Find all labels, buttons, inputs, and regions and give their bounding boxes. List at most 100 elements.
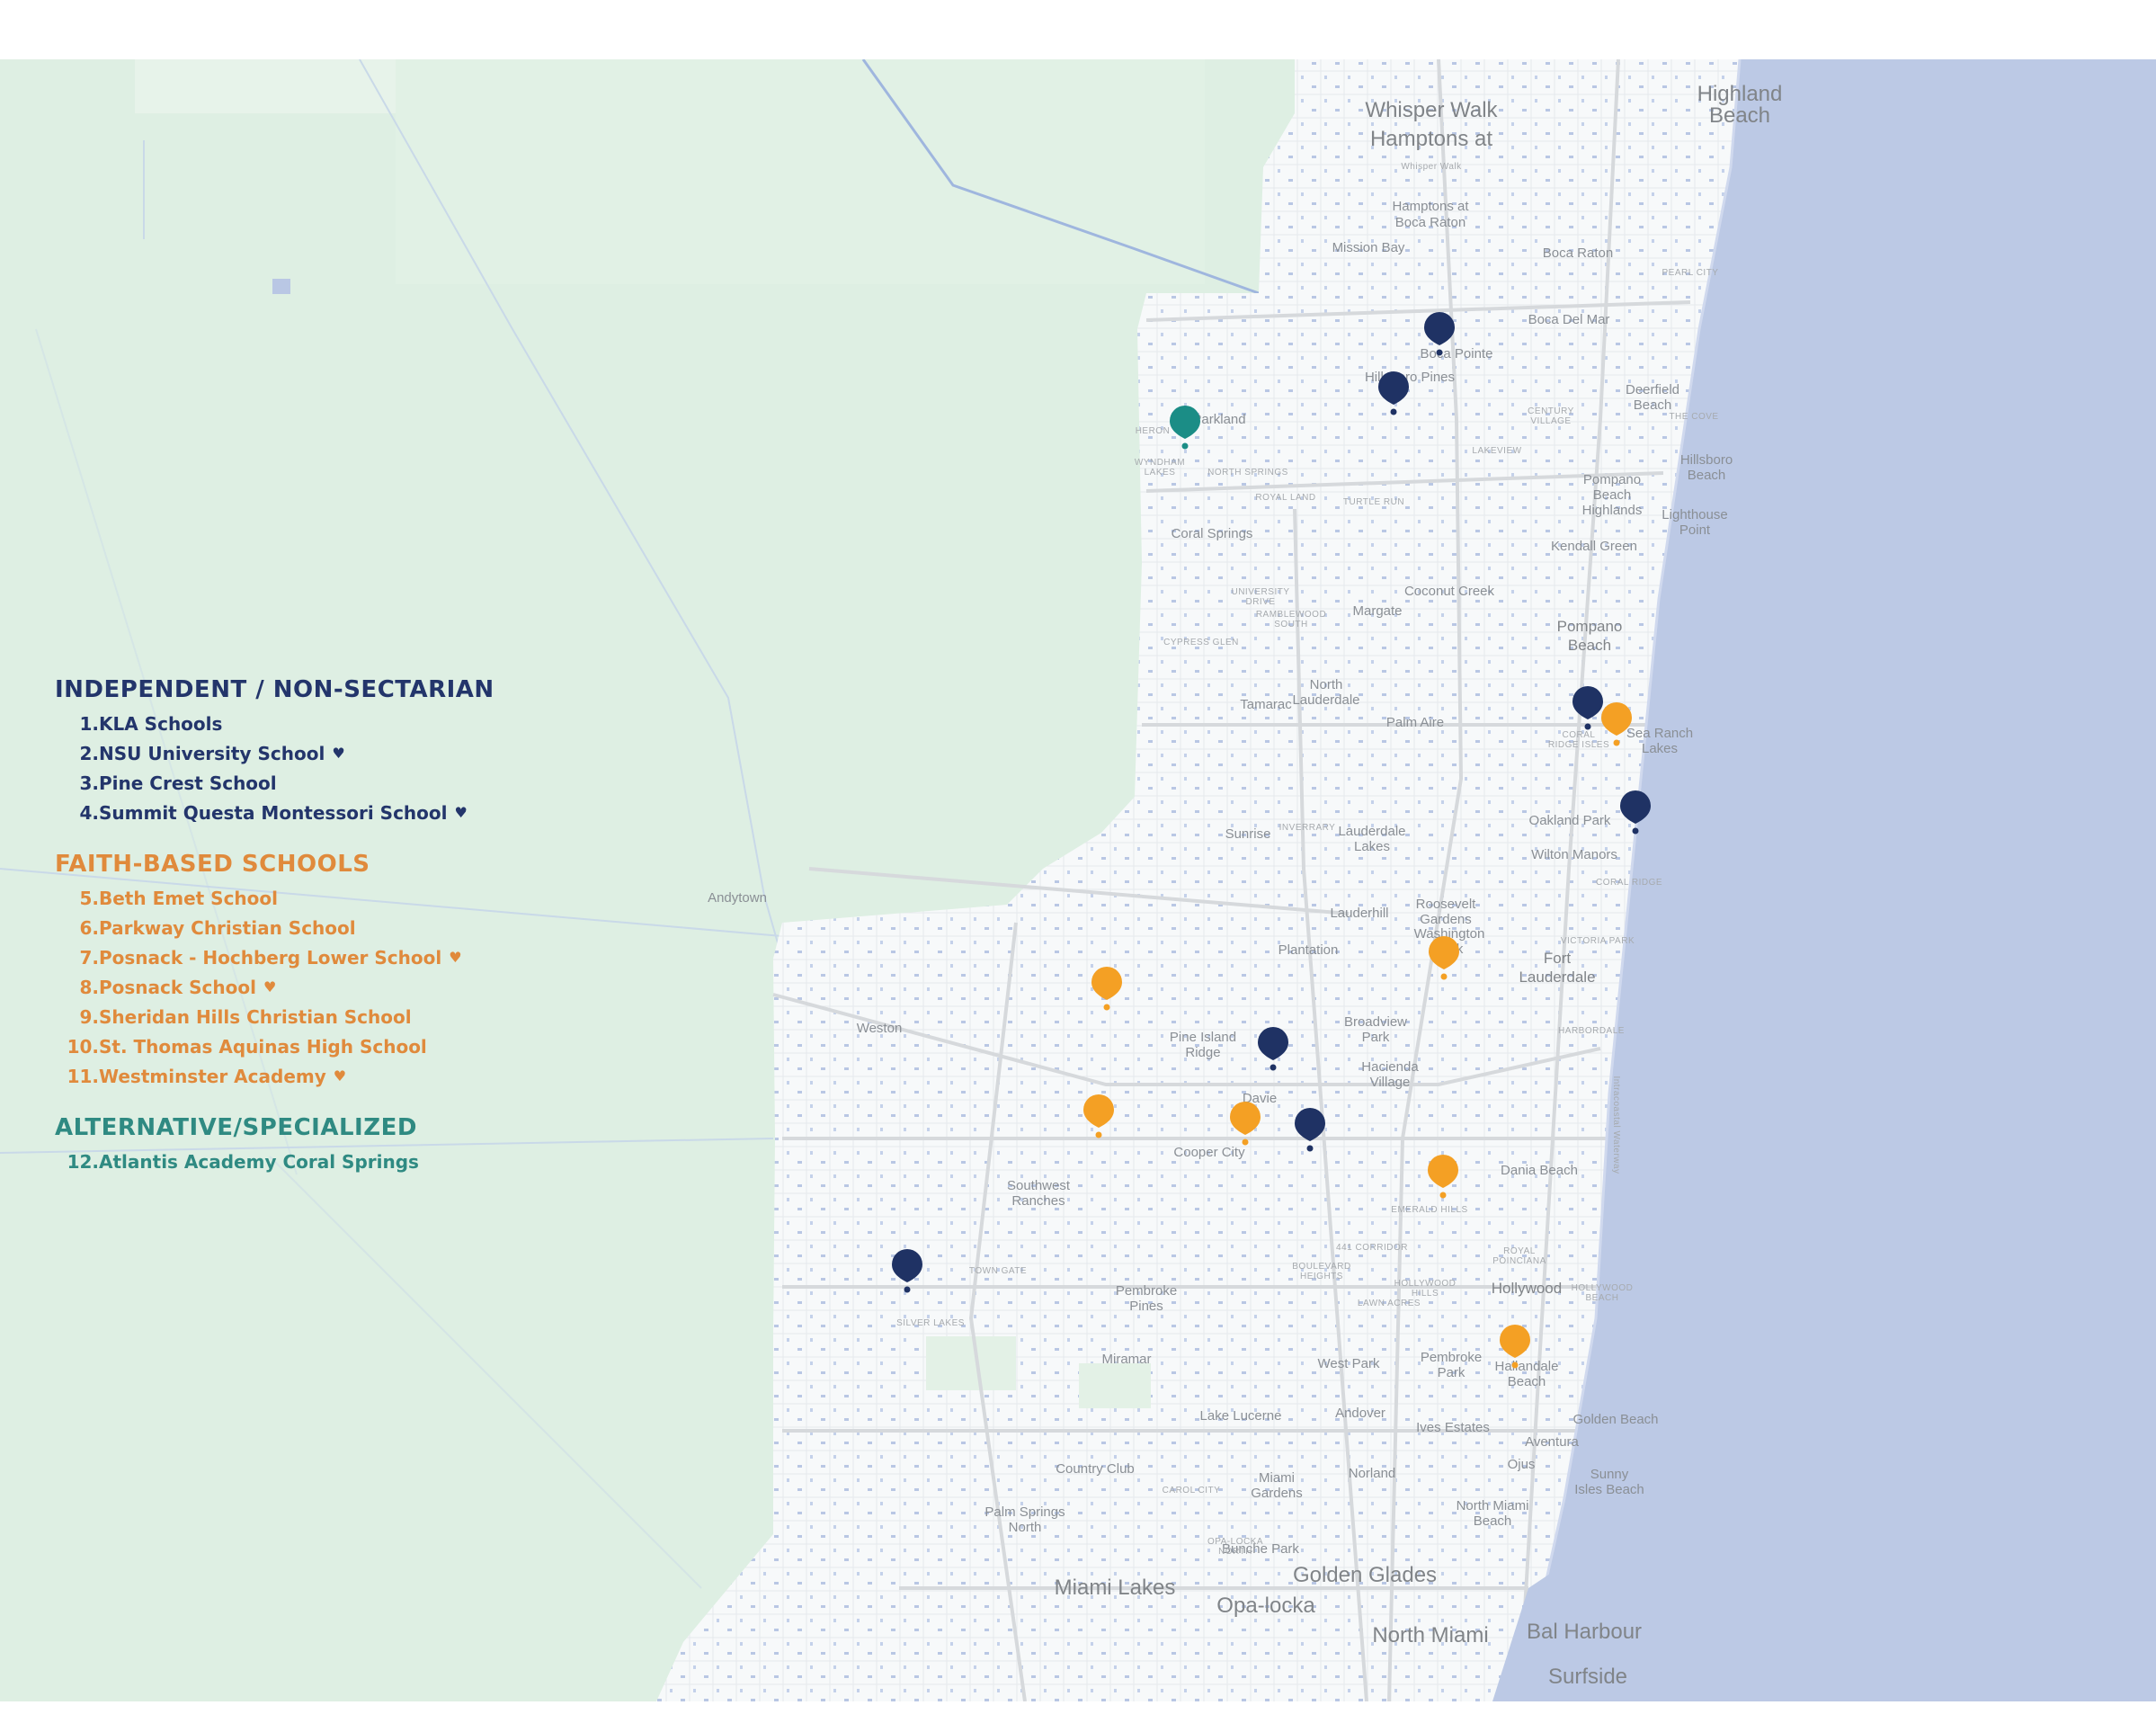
map-pin[interactable] [1230,1102,1261,1146]
place-label: Gardens [1420,912,1472,927]
place-label: Park [1438,1365,1466,1380]
place-label: Hillsboro [1680,452,1733,468]
legend-item[interactable]: 8. Posnack School ♥ [54,972,557,1002]
place-label: CAROL CITY [1163,1486,1221,1495]
place-label: Hillsboro Pines [1365,370,1455,385]
green-patch [926,1336,1016,1390]
legend-item-name: Westminster Academy [99,1065,326,1087]
legend-heading: ALTERNATIVE/SPECIALIZED [55,1114,417,1141]
place-label: TURTLE RUN [1343,497,1404,507]
legend-item-number: 12. [67,1150,99,1173]
map-pin[interactable] [1572,686,1603,730]
map-pin[interactable] [1083,1094,1114,1138]
place-label: Highland [1697,82,1783,106]
map-pin[interactable] [1295,1108,1325,1152]
everglades-canals [0,59,1260,1589]
place-label: Lakes [1642,741,1678,756]
place-label: CORAL [1563,730,1596,740]
place-label: Palm Springs [984,1504,1065,1520]
place-label: Boca Raton [1395,215,1466,230]
place-label: SOUTH [1274,620,1308,629]
place-label: ROYAL LAND [1255,493,1315,503]
legend-item-name: Beth Emet School [99,887,278,909]
place-label: Lauderdale [1338,824,1405,839]
place-label: Pompano [1557,618,1623,635]
place-label: Cooper City [1173,1145,1245,1160]
place-label: Deerfield [1626,382,1679,397]
place-label: Hamptons at [1370,127,1492,151]
map-pin[interactable] [1378,371,1409,415]
map-pin[interactable] [1424,312,1455,356]
legend-group-independent: INDEPENDENT / NON-SECTARIAN 1. KLA School… [54,676,557,827]
map-pin[interactable] [1429,936,1459,980]
place-label: VILLAGE [1530,416,1571,426]
place-label: EMERALD HILLS [1391,1205,1467,1215]
legend-item[interactable]: 9. Sheridan Hills Christian School [54,1002,557,1031]
legend-item[interactable]: 7. Posnack - Hochberg Lower School ♥ [54,942,557,972]
place-label: Miramar [1102,1352,1152,1367]
legend-item[interactable]: 11. Westminster Academy ♥ [54,1061,557,1091]
place-label: BEACH [1586,1293,1619,1303]
map-pin[interactable] [1170,406,1200,450]
place-label: Andover [1335,1406,1385,1421]
place-label: Beach [1709,103,1770,128]
legend-item[interactable]: 2. NSU University School ♥ [54,738,557,768]
place-label: Boca Del Mar [1528,312,1610,327]
legend-item-number: 6. [79,916,99,939]
legend-group-faith: FAITH-BASED SCHOOLS 5. Beth Emet School 6… [54,851,557,1091]
map-pin[interactable] [1500,1325,1530,1369]
place-label: Village [1370,1075,1411,1090]
place-label: Pembroke [1116,1283,1177,1299]
place-label: Lake Lucerne [1200,1408,1282,1424]
place-label: Golden Beach [1572,1412,1658,1427]
place-label: Point [1679,522,1711,538]
bay [1492,1552,1582,1701]
legend-item[interactable]: 3. Pine Crest School [54,768,557,798]
place-label: Fort [1544,950,1572,967]
place-label: Dania Beach [1501,1163,1578,1178]
place-label: Norland [1349,1466,1396,1481]
map-canvas: Whisper Walk Hamptons at Whisper Walk Hi… [0,59,2156,1701]
map-pin[interactable] [892,1249,922,1293]
legend-item-name: Parkway Christian School [99,916,356,939]
place-label: UNIVERSITY [1231,587,1289,597]
legend-item[interactable]: 1. KLA Schools [54,709,557,738]
place-label: Weston [857,1021,903,1036]
place-label: CENTURY [1528,406,1574,416]
map-pin[interactable] [1091,967,1122,1011]
place-label: RIDGE ISLES [1548,740,1609,750]
place-label: NORTH [1218,1547,1252,1557]
place-label: Miami Lakes [1055,1576,1176,1600]
place-label: Opa-locka [1216,1594,1315,1618]
place-label: North [1310,677,1343,692]
green-patch [1079,1363,1151,1408]
place-label: Andytown [708,890,767,906]
place-label: Surfside [1548,1665,1627,1689]
legend-item-name: Summit Questa Montessori School [99,801,448,824]
map-pin[interactable] [1601,702,1632,746]
legend-item[interactable]: 5. Beth Emet School [54,883,557,913]
map-pin[interactable] [1620,790,1651,835]
legend-item[interactable]: 12. Atlantis Academy Coral Springs [54,1147,557,1176]
legend-item[interactable]: 6. Parkway Christian School [54,913,557,942]
place-labels: Whisper Walk Hamptons at Whisper Walk Hi… [708,82,1782,1689]
place-label: Beach [1508,1374,1546,1389]
map-pin[interactable] [1428,1155,1458,1199]
place-label: HOLLYWOOD [1394,1279,1457,1289]
legend-item[interactable]: 10. St. Thomas Aquinas High School [54,1031,557,1061]
legend-item[interactable]: 4. Summit Questa Montessori School ♥ [54,798,557,827]
coastline [1518,59,1742,1701]
legend-heading: INDEPENDENT / NON-SECTARIAN [55,676,494,703]
legend-heading: FAITH-BASED SCHOOLS [55,851,370,878]
map-pin[interactable] [1258,1027,1288,1071]
place-label: Margate [1352,603,1402,619]
place-label: Ranches [1011,1193,1065,1209]
place-label: Whisper Walk [1365,98,1498,122]
place-label: West Park [1318,1356,1380,1371]
place-label: Coral Springs [1172,526,1253,541]
place-label: TOWN GATE [969,1266,1027,1276]
place-label: Pines [1129,1299,1163,1314]
school-markers [892,312,1651,1369]
main-roads [772,59,1691,1701]
legend-item-number: 3. [79,772,99,794]
